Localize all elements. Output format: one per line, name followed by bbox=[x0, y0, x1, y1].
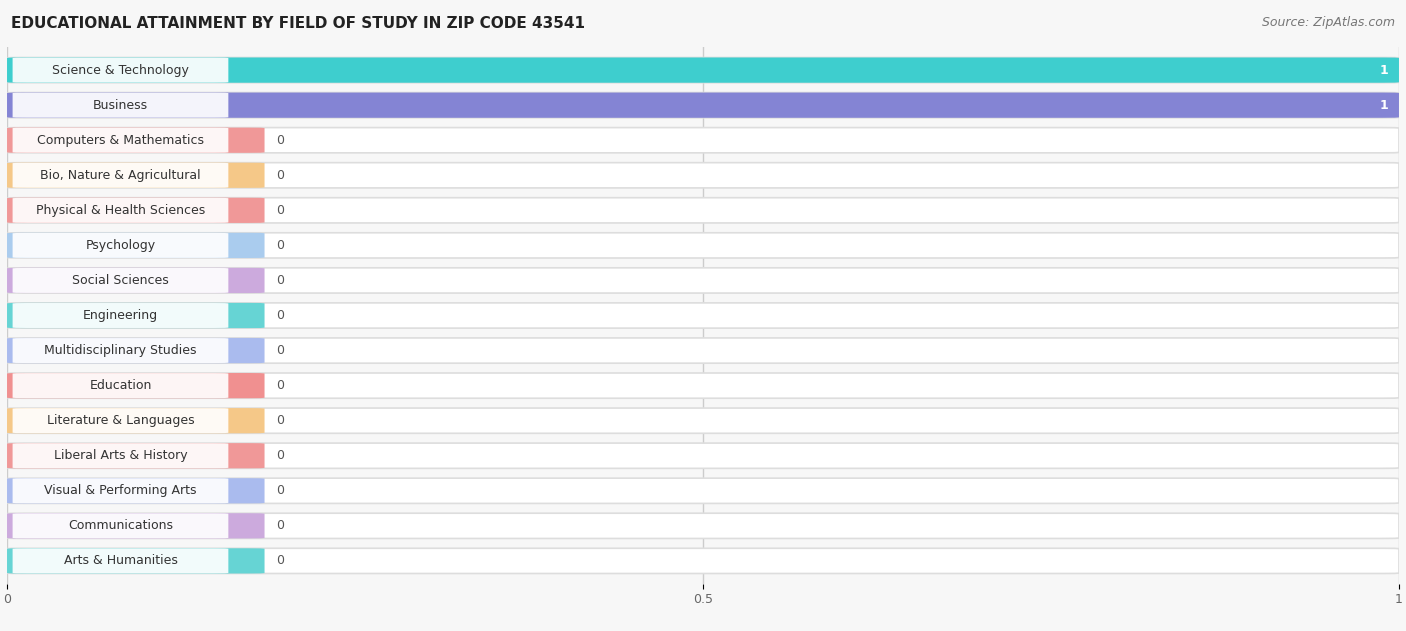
FancyBboxPatch shape bbox=[13, 198, 228, 223]
Text: Computers & Mathematics: Computers & Mathematics bbox=[37, 134, 204, 147]
FancyBboxPatch shape bbox=[7, 478, 264, 504]
Text: Physical & Health Sciences: Physical & Health Sciences bbox=[35, 204, 205, 217]
FancyBboxPatch shape bbox=[7, 57, 1399, 83]
Text: Education: Education bbox=[90, 379, 152, 392]
Text: 0: 0 bbox=[276, 239, 284, 252]
FancyBboxPatch shape bbox=[13, 443, 228, 468]
FancyBboxPatch shape bbox=[7, 93, 1399, 118]
FancyBboxPatch shape bbox=[13, 408, 228, 433]
FancyBboxPatch shape bbox=[13, 57, 228, 83]
Text: 0: 0 bbox=[276, 379, 284, 392]
FancyBboxPatch shape bbox=[7, 373, 264, 398]
FancyBboxPatch shape bbox=[7, 548, 264, 574]
Text: Business: Business bbox=[93, 98, 148, 112]
Text: Psychology: Psychology bbox=[86, 239, 156, 252]
Text: 1: 1 bbox=[1379, 98, 1388, 112]
FancyBboxPatch shape bbox=[13, 514, 228, 538]
Text: 0: 0 bbox=[276, 484, 284, 497]
Text: Social Sciences: Social Sciences bbox=[72, 274, 169, 287]
Text: 0: 0 bbox=[276, 204, 284, 217]
Text: Liberal Arts & History: Liberal Arts & History bbox=[53, 449, 187, 463]
Text: 1: 1 bbox=[1379, 64, 1388, 76]
Text: Arts & Humanities: Arts & Humanities bbox=[63, 555, 177, 567]
FancyBboxPatch shape bbox=[7, 443, 1399, 468]
FancyBboxPatch shape bbox=[13, 93, 228, 117]
FancyBboxPatch shape bbox=[7, 163, 1399, 188]
FancyBboxPatch shape bbox=[13, 548, 228, 574]
Text: Source: ZipAtlas.com: Source: ZipAtlas.com bbox=[1261, 16, 1395, 29]
Text: 0: 0 bbox=[276, 134, 284, 147]
FancyBboxPatch shape bbox=[7, 268, 264, 293]
FancyBboxPatch shape bbox=[7, 338, 264, 363]
FancyBboxPatch shape bbox=[7, 127, 264, 153]
FancyBboxPatch shape bbox=[7, 513, 1399, 538]
FancyBboxPatch shape bbox=[7, 57, 1399, 83]
Text: 0: 0 bbox=[276, 449, 284, 463]
FancyBboxPatch shape bbox=[7, 303, 1399, 328]
FancyBboxPatch shape bbox=[7, 198, 264, 223]
FancyBboxPatch shape bbox=[7, 443, 264, 468]
FancyBboxPatch shape bbox=[7, 233, 1399, 258]
Text: Science & Technology: Science & Technology bbox=[52, 64, 188, 76]
Text: Communications: Communications bbox=[67, 519, 173, 533]
FancyBboxPatch shape bbox=[7, 303, 264, 328]
Text: Multidisciplinary Studies: Multidisciplinary Studies bbox=[44, 344, 197, 357]
Text: 0: 0 bbox=[276, 519, 284, 533]
FancyBboxPatch shape bbox=[13, 303, 228, 328]
Text: 0: 0 bbox=[276, 414, 284, 427]
Text: Engineering: Engineering bbox=[83, 309, 157, 322]
FancyBboxPatch shape bbox=[7, 373, 1399, 398]
Text: Bio, Nature & Agricultural: Bio, Nature & Agricultural bbox=[41, 168, 201, 182]
Text: 0: 0 bbox=[276, 309, 284, 322]
FancyBboxPatch shape bbox=[7, 93, 1399, 118]
Text: EDUCATIONAL ATTAINMENT BY FIELD OF STUDY IN ZIP CODE 43541: EDUCATIONAL ATTAINMENT BY FIELD OF STUDY… bbox=[11, 16, 585, 31]
FancyBboxPatch shape bbox=[13, 268, 228, 293]
FancyBboxPatch shape bbox=[7, 268, 1399, 293]
Text: Visual & Performing Arts: Visual & Performing Arts bbox=[44, 484, 197, 497]
FancyBboxPatch shape bbox=[13, 233, 228, 258]
FancyBboxPatch shape bbox=[13, 163, 228, 188]
FancyBboxPatch shape bbox=[7, 548, 1399, 574]
FancyBboxPatch shape bbox=[13, 127, 228, 153]
FancyBboxPatch shape bbox=[7, 127, 1399, 153]
FancyBboxPatch shape bbox=[7, 478, 1399, 504]
FancyBboxPatch shape bbox=[7, 408, 264, 433]
FancyBboxPatch shape bbox=[13, 338, 228, 363]
FancyBboxPatch shape bbox=[7, 163, 264, 188]
FancyBboxPatch shape bbox=[13, 373, 228, 398]
FancyBboxPatch shape bbox=[7, 233, 264, 258]
FancyBboxPatch shape bbox=[7, 513, 264, 538]
Text: 0: 0 bbox=[276, 168, 284, 182]
FancyBboxPatch shape bbox=[7, 338, 1399, 363]
FancyBboxPatch shape bbox=[7, 198, 1399, 223]
FancyBboxPatch shape bbox=[7, 408, 1399, 433]
FancyBboxPatch shape bbox=[13, 478, 228, 504]
Text: 0: 0 bbox=[276, 274, 284, 287]
Text: 0: 0 bbox=[276, 555, 284, 567]
Text: 0: 0 bbox=[276, 344, 284, 357]
Text: Literature & Languages: Literature & Languages bbox=[46, 414, 194, 427]
